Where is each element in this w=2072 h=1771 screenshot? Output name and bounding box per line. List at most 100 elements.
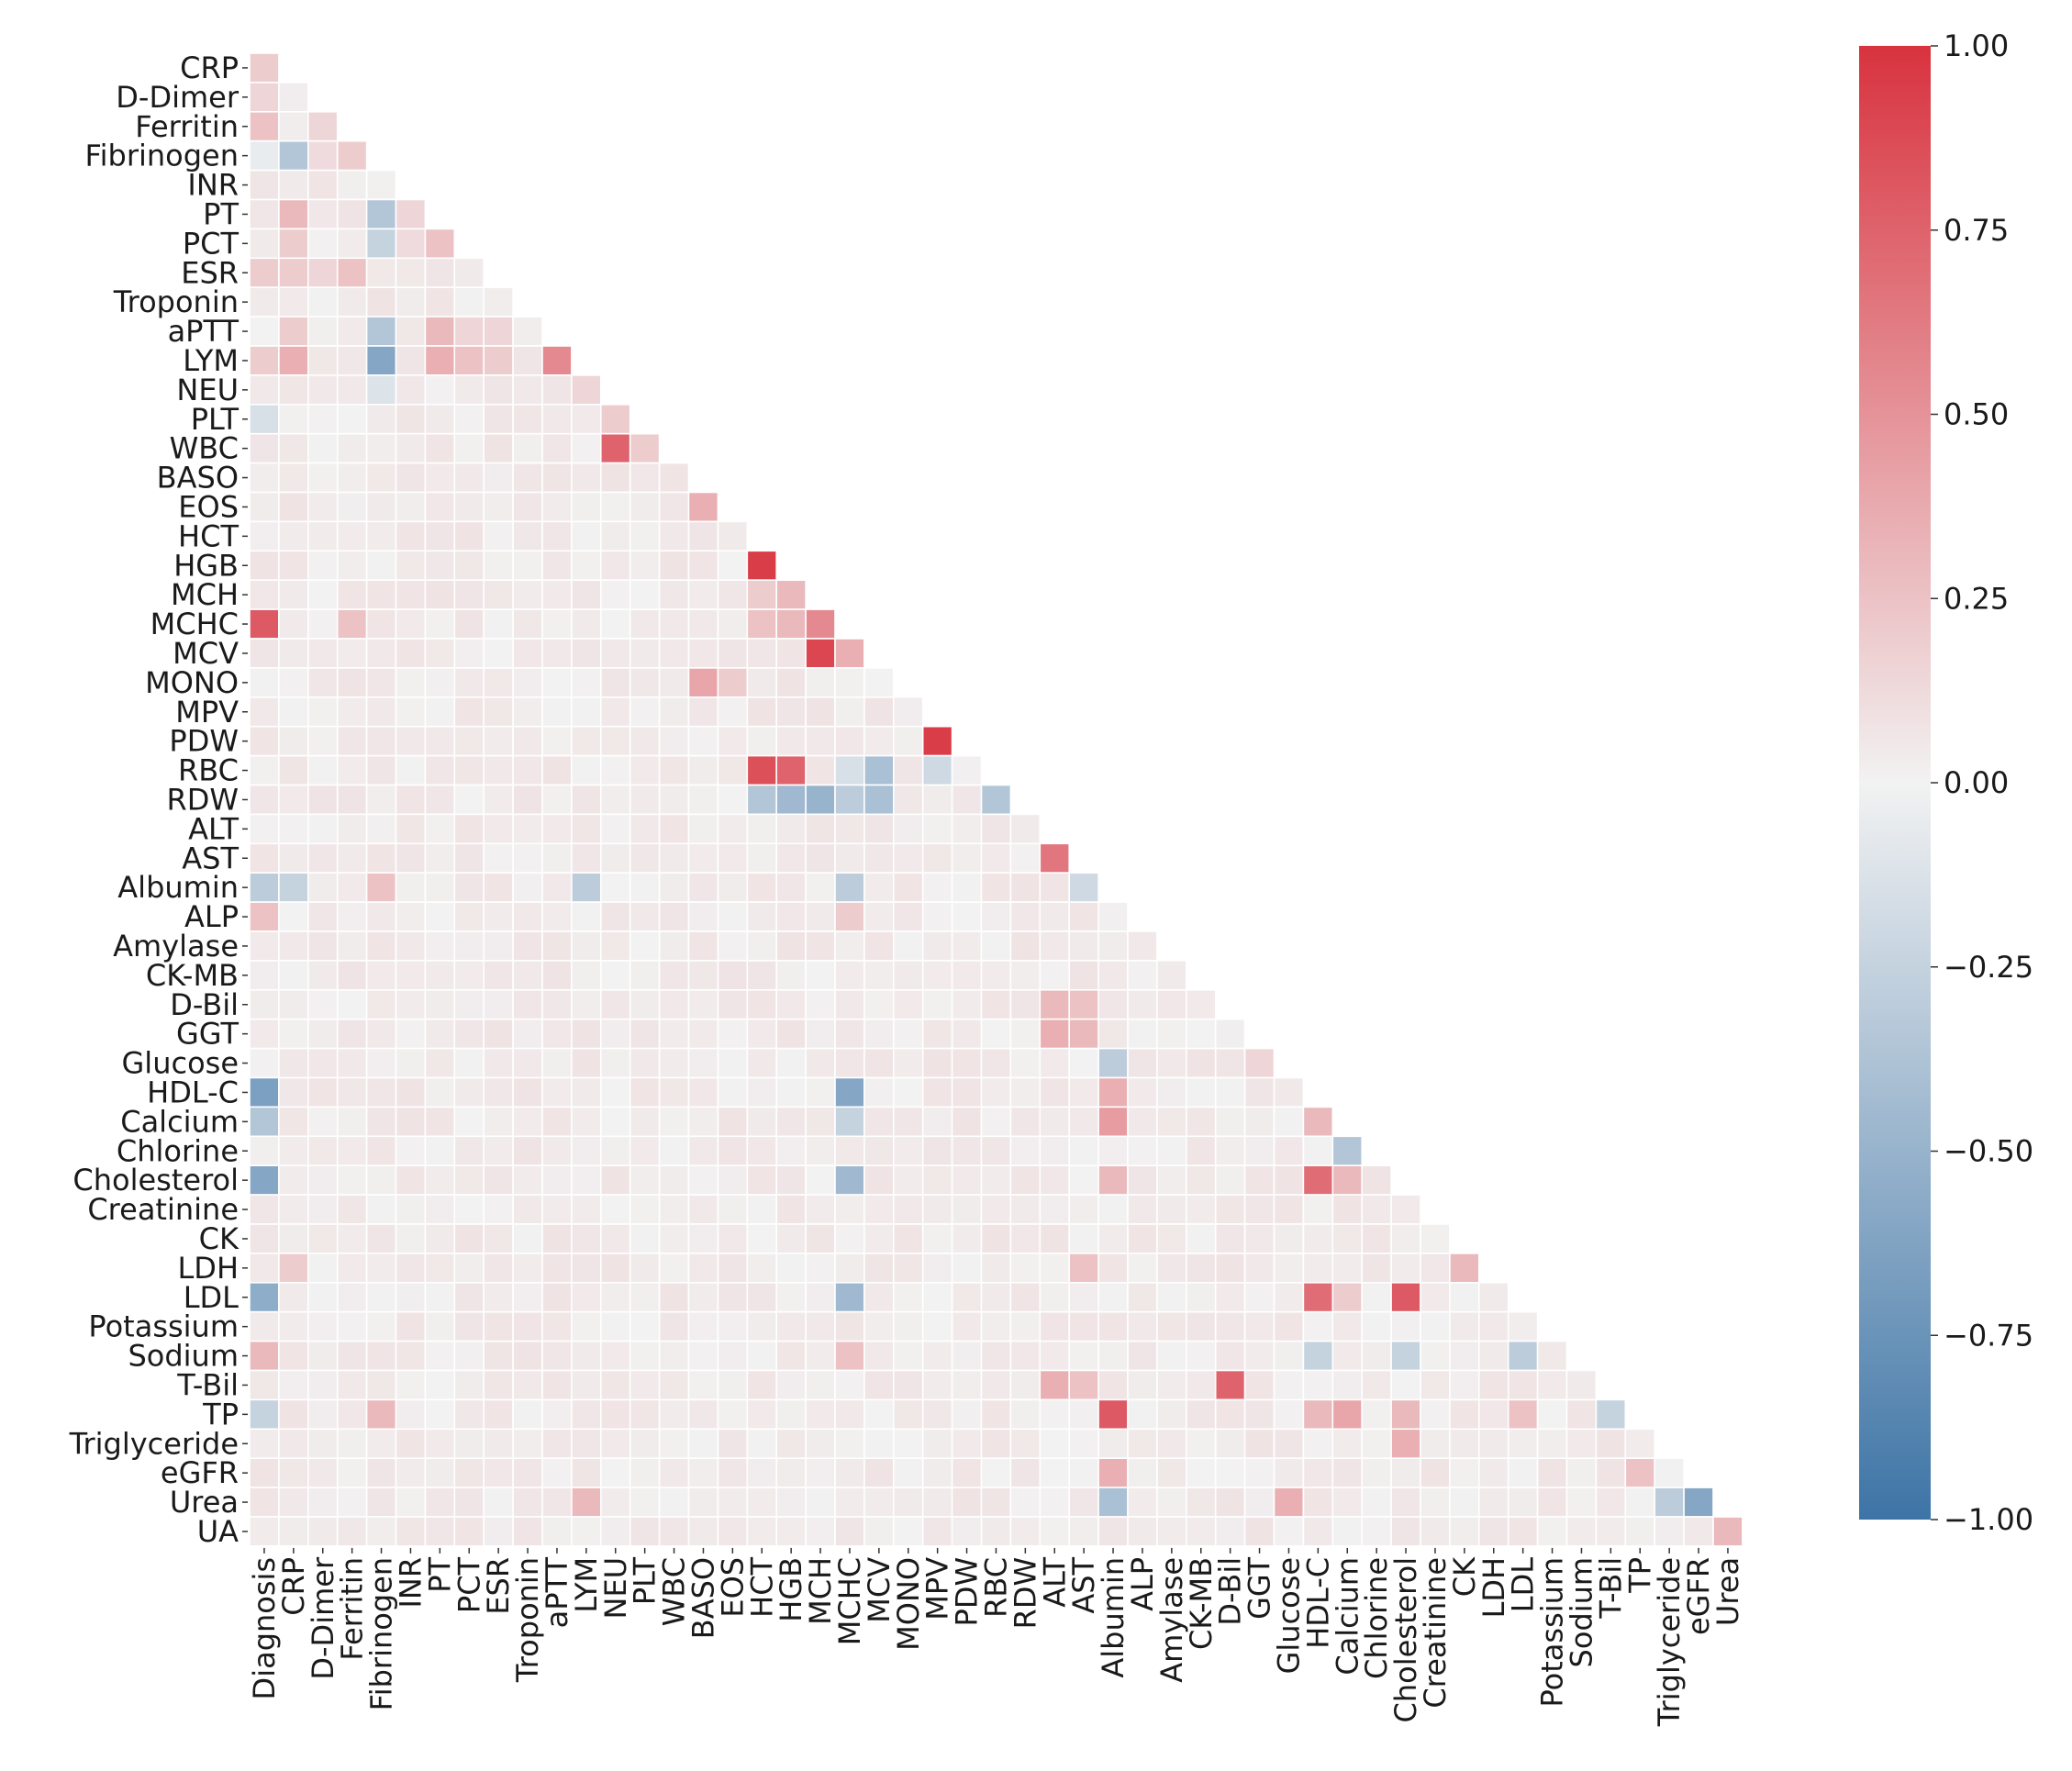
heatmap-cell [278, 1282, 309, 1313]
heatmap-cell [1420, 1487, 1451, 1518]
heatmap-cell [1039, 1398, 1071, 1431]
heatmap-cell [1068, 930, 1099, 962]
heatmap-cell [453, 784, 485, 816]
heatmap-cell [483, 1428, 514, 1460]
heatmap-cell [483, 1340, 514, 1372]
heatmap-cell [980, 1047, 1012, 1079]
heatmap-cell [336, 960, 368, 991]
row-tick-label: aPTT [168, 314, 240, 349]
heatmap-cell [483, 930, 514, 962]
heatmap-cell [278, 550, 309, 581]
heatmap-cell [1361, 1253, 1392, 1284]
heatmap-cell [717, 1457, 749, 1488]
heatmap-cell [629, 901, 661, 932]
heatmap-cell [805, 1223, 836, 1254]
heatmap-cell [658, 842, 690, 874]
heatmap-cell [775, 1487, 807, 1518]
heatmap-cell [629, 1428, 661, 1460]
heatmap-cell [395, 1282, 427, 1313]
heatmap-cell [1186, 1516, 1217, 1547]
heatmap-cell [1156, 1018, 1187, 1050]
heatmap-cell [717, 872, 749, 903]
heatmap-cell [1009, 1398, 1042, 1431]
heatmap-cell [336, 1369, 368, 1401]
heatmap-cell [775, 1310, 807, 1342]
heatmap-cell [805, 1135, 836, 1167]
heatmap-cell [1068, 1398, 1099, 1431]
row-tick-label: CK [199, 1221, 240, 1256]
heatmap-cell [249, 316, 280, 347]
heatmap-cell [1097, 1223, 1129, 1254]
heatmap-cell [921, 1340, 953, 1372]
heatmap-cell [1536, 1487, 1568, 1518]
heatmap-cell [980, 901, 1012, 932]
heatmap-cell [306, 1223, 339, 1254]
heatmap-cell [336, 139, 368, 172]
heatmap-cell [541, 374, 573, 406]
heatmap-cell [249, 579, 280, 610]
heatmap-cell [1127, 1369, 1158, 1401]
heatmap-cell [453, 1282, 485, 1313]
heatmap-cell [278, 989, 309, 1020]
heatmap-cell [834, 1487, 865, 1518]
heatmap-cell [863, 1428, 895, 1460]
heatmap-cell [717, 1164, 749, 1196]
heatmap-cell [1273, 1428, 1305, 1460]
heatmap-cell [512, 579, 543, 610]
heatmap-cell [1009, 872, 1042, 903]
heatmap-cell [365, 286, 397, 317]
heatmap-cell [629, 667, 661, 698]
heatmap-cell [336, 989, 368, 1020]
heatmap-cell [980, 1340, 1012, 1372]
heatmap-cell [1127, 1076, 1158, 1108]
heatmap-cell [306, 111, 339, 142]
heatmap-cell [951, 1487, 983, 1518]
heatmap-cell [1039, 960, 1071, 991]
heatmap-cell [483, 1223, 514, 1254]
heatmap-cell [424, 462, 456, 494]
heatmap-cell [687, 638, 719, 669]
heatmap-cell [1361, 1516, 1392, 1547]
heatmap-cell [1097, 1018, 1129, 1050]
heatmap-cell [278, 257, 309, 288]
heatmap-cell [1186, 1310, 1217, 1342]
heatmap-cell [629, 1340, 661, 1372]
heatmap-cell [1156, 1310, 1187, 1342]
heatmap-cell [775, 725, 807, 757]
heatmap-cell [687, 842, 719, 874]
heatmap-cell [687, 1340, 719, 1372]
heatmap-cell [424, 960, 456, 991]
heatmap-cell [365, 960, 397, 991]
heatmap-cell [892, 1428, 924, 1460]
heatmap-cell [980, 1457, 1012, 1488]
heatmap-cell [365, 608, 397, 640]
heatmap-cell [687, 1398, 719, 1431]
heatmap-cell [1097, 989, 1129, 1020]
heatmap-cell [1009, 1194, 1042, 1225]
heatmap-cell [278, 667, 309, 698]
heatmap-cell [717, 1487, 749, 1518]
heatmap-cell [1009, 989, 1042, 1020]
heatmap-cell [1302, 1194, 1334, 1225]
heatmap-cell [453, 286, 485, 317]
heatmap-cell [365, 1223, 397, 1254]
heatmap-cell [512, 1340, 543, 1372]
heatmap-cell [571, 1047, 602, 1079]
column-tick-label: CK [1447, 1556, 1482, 1597]
heatmap-cell [687, 1487, 719, 1518]
heatmap-cell [541, 1340, 573, 1372]
heatmap-cell [453, 1018, 485, 1050]
heatmap-cell [892, 1076, 924, 1108]
heatmap-cell [424, 579, 456, 610]
heatmap-cell [395, 374, 427, 406]
heatmap-cell [395, 608, 427, 640]
heatmap-cell [1420, 1282, 1451, 1313]
heatmap-cell [1507, 1428, 1539, 1460]
column-tick-label: INR [393, 1557, 428, 1609]
heatmap-cell [1420, 1516, 1451, 1547]
heatmap-cell [1449, 1340, 1480, 1372]
heatmap-cell [541, 638, 573, 669]
heatmap-cell [1273, 1398, 1305, 1431]
heatmap-cell [453, 1135, 485, 1167]
row-tick-label: MCH [171, 577, 239, 612]
